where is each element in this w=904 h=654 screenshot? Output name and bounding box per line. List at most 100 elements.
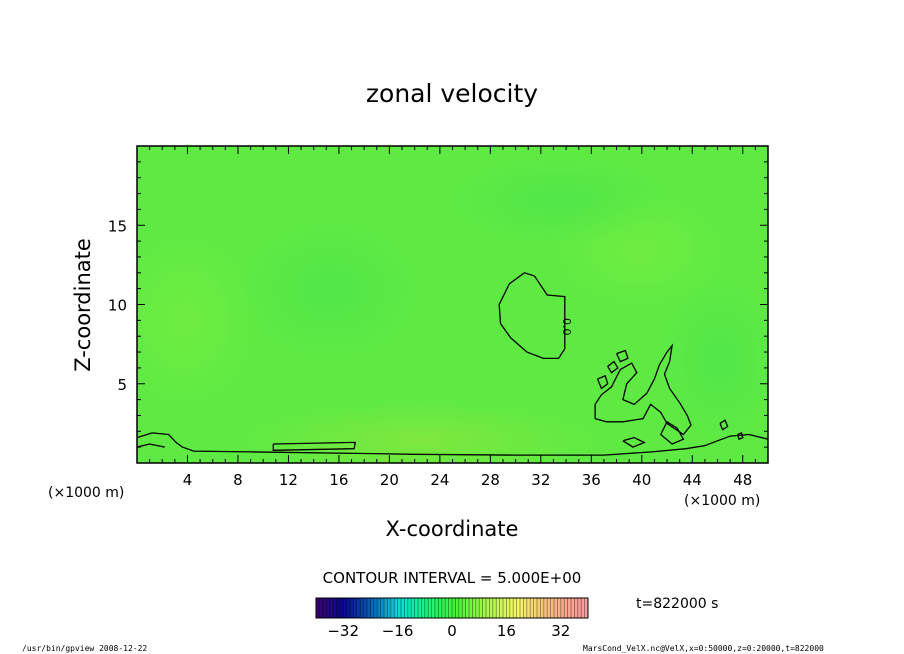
colorbar-cell (567, 598, 572, 618)
contour-interval-label: CONTOUR INTERVAL = 5.000E+00 (323, 569, 582, 587)
x-axis-label: X-coordinate (386, 517, 519, 541)
contour-line (498, 272, 566, 360)
colorbar-cell (482, 598, 487, 618)
y-tick-label: 15 (108, 217, 127, 235)
colorbar-cell (472, 598, 477, 618)
colorbar-cell (516, 598, 521, 618)
colorbar-cell (329, 598, 334, 618)
contour-line (137, 443, 165, 448)
colorbar-cell (486, 598, 490, 618)
colorbar-cell (584, 598, 589, 618)
colorbar-tick-label: 0 (447, 622, 457, 640)
colorbar-cell (384, 598, 388, 618)
colorbar-cell (435, 598, 439, 618)
colorbar-cell (394, 598, 398, 618)
colorbar-cell (499, 598, 504, 618)
x-axis-unit-left: (×1000 m) (48, 485, 124, 501)
x-tick-label: 20 (380, 471, 399, 489)
contour-line (594, 343, 692, 436)
colorbar-cell (377, 598, 381, 618)
contour-line (616, 349, 629, 363)
colorbar-cell (537, 598, 541, 618)
x-tick-label: 40 (632, 471, 651, 489)
colorbar-cell (489, 598, 494, 618)
field-shading (137, 155, 768, 463)
colorbar-cell (350, 598, 354, 618)
contour-line (596, 374, 609, 390)
colorbar-cell (577, 598, 582, 618)
colorbar-cell (492, 598, 497, 618)
colorbar-cell (547, 598, 551, 618)
colorbar-cell (407, 598, 412, 618)
colorbar-cell (452, 598, 456, 618)
colorbar-cell (581, 598, 585, 618)
x-tick-label: 28 (481, 471, 500, 489)
colorbar-cell (543, 598, 548, 618)
colorbar-tick-labels: −32 −16 0 16 32 (327, 622, 570, 640)
colorbar-cell (370, 598, 375, 618)
colorbar-cell (564, 598, 568, 618)
colorbar-cell (326, 598, 330, 618)
colorbar-cell (455, 598, 460, 618)
x-tick-label: 4 (183, 471, 193, 489)
x-tick-label: 48 (733, 471, 752, 489)
x-tick-label: 32 (531, 471, 550, 489)
colorbar-cell (479, 598, 483, 618)
colorbar-cell (353, 598, 358, 618)
colorbar-cell (363, 598, 368, 618)
colorbar-cell (390, 598, 395, 618)
colorbar-cell (523, 598, 528, 618)
colorbar-cell (462, 598, 466, 618)
colorbar-cell (339, 598, 344, 618)
colorbar-cell (441, 598, 446, 618)
contour-line (137, 432, 768, 456)
colorbar-tick-label: 32 (551, 622, 570, 640)
x-tick-label: 24 (430, 471, 449, 489)
colorbar-cell (438, 598, 443, 618)
colorbar-cell (550, 598, 555, 618)
colorbar-cell (428, 598, 432, 618)
colorbar-cell (571, 598, 575, 618)
colorbar-cell (496, 598, 500, 618)
colorbar-cell (574, 598, 579, 618)
contour-line (719, 419, 729, 431)
x-tick-label: 12 (279, 471, 298, 489)
colorbar-tick-label: −16 (382, 622, 414, 640)
colorbar-cell (319, 598, 324, 618)
colorbar-cell (560, 598, 565, 618)
colorbar-cell (404, 598, 409, 618)
colorbar-cell (373, 598, 378, 618)
colorbar-cell (431, 598, 436, 618)
colorbar-tick-label: −32 (327, 622, 359, 640)
x-tick-label: 16 (329, 471, 348, 489)
colorbar-cell (458, 598, 463, 618)
colorbar-cell (380, 598, 385, 618)
colorbar-cell (401, 598, 405, 618)
colorbar-cell (343, 598, 347, 618)
colorbar-cell (509, 598, 514, 618)
contour-line (607, 360, 619, 374)
colorbar-cell (411, 598, 415, 618)
colorbar-cell (421, 598, 426, 618)
colorbar (315, 598, 589, 618)
time-label: t=822000 s (636, 596, 718, 612)
contour-label: 0.0 (560, 318, 573, 336)
colorbar-cell (526, 598, 531, 618)
colorbar-cell (475, 598, 480, 618)
x-axis-unit-right: (×1000 m) (684, 493, 760, 509)
colorbar-cell (418, 598, 422, 618)
y-axis-label: Z-coordinate (71, 238, 95, 372)
colorbar-cell (397, 598, 402, 618)
colorbar-tick-label: 16 (497, 622, 516, 640)
colorbar-cell (448, 598, 453, 618)
colorbar-cell (520, 598, 524, 618)
x-tick-label: 8 (233, 471, 243, 489)
contour-line (622, 436, 646, 448)
colorbar-cell (387, 598, 392, 618)
colorbar-cell (469, 598, 473, 618)
colorbar-cell (513, 598, 517, 618)
colorbar-cell (333, 598, 337, 618)
colorbar-cell (506, 598, 511, 618)
colorbar-frame (315, 597, 589, 619)
